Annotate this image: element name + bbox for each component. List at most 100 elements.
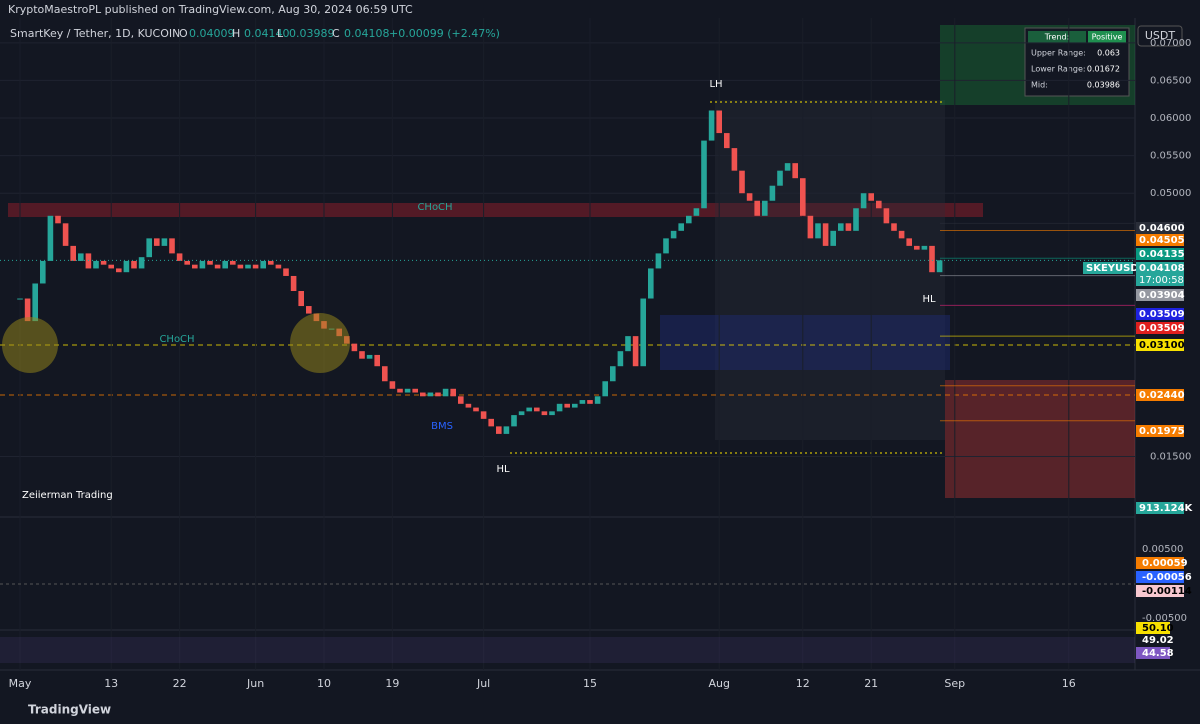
last-tag (1136, 262, 1184, 286)
macd-label: 0.00059 (1142, 558, 1188, 569)
candle (906, 238, 912, 246)
candle (625, 336, 631, 352)
table-label: Mid: (1031, 81, 1048, 90)
candle (359, 351, 365, 359)
candle (594, 396, 601, 404)
candle (176, 253, 183, 261)
x-tick-label: Sep (944, 677, 965, 690)
candle (412, 388, 418, 393)
candle (792, 163, 798, 179)
ohlc-item: O (179, 27, 188, 40)
candle (815, 223, 821, 239)
footer: TradingView (28, 703, 111, 717)
candle (868, 193, 874, 201)
table-value: 0.03986 (1087, 81, 1120, 90)
y-tick-label: 0.01500 (1150, 451, 1191, 462)
candle (564, 403, 570, 408)
x-tick-label: 13 (104, 677, 118, 690)
currency: USDT (1145, 29, 1176, 42)
candle (70, 245, 76, 261)
annotation: CHoCH (159, 334, 194, 345)
candle (306, 306, 312, 314)
candle (161, 238, 168, 246)
price-tag-label: 0.04505 (1139, 235, 1185, 246)
candle (100, 260, 107, 265)
candle (55, 215, 61, 224)
candle (397, 388, 403, 393)
candle (199, 260, 206, 269)
candle (17, 298, 23, 300)
price-tag (1136, 339, 1184, 351)
annotation: CHoCH (417, 202, 452, 213)
zone (8, 203, 983, 217)
candle (214, 264, 221, 269)
table-label: Lower Range: (1031, 65, 1086, 74)
candle (458, 396, 464, 404)
candle (678, 223, 684, 231)
candle (784, 163, 791, 171)
candle (587, 400, 593, 404)
candle (351, 343, 358, 352)
candle (898, 230, 905, 239)
ohlc-item: L (277, 27, 284, 40)
candle (579, 400, 586, 404)
macd-label: -0.00114 (1142, 586, 1192, 597)
table-value: 0.01672 (1087, 65, 1120, 74)
candle (154, 238, 160, 246)
candle (716, 110, 722, 134)
y-tick-label: 0.07000 (1150, 38, 1191, 49)
candle (670, 230, 677, 239)
candle (275, 264, 282, 269)
annotation: Zeiierman Trading (22, 490, 113, 501)
candle (891, 223, 897, 231)
countdown: 17:00:58 (1139, 275, 1184, 286)
candle (138, 257, 145, 269)
candle (389, 381, 396, 389)
candle (556, 403, 563, 412)
candle (93, 260, 99, 269)
candle (807, 215, 814, 239)
x-tick-label: 21 (864, 677, 878, 690)
candle (480, 411, 487, 419)
candle (686, 215, 692, 224)
zone (715, 100, 945, 440)
candle (283, 268, 289, 276)
x-tick-label: 19 (385, 677, 399, 690)
candle (853, 208, 859, 231)
candle (860, 193, 867, 209)
candle (298, 291, 304, 307)
candle (404, 388, 411, 393)
candle (693, 208, 700, 216)
rsi-tag (1136, 634, 1170, 646)
candle (442, 388, 449, 397)
ohlc-item: H (232, 27, 240, 40)
macd-label: 0.00500 (1142, 544, 1183, 555)
candle (769, 185, 776, 201)
candle (731, 148, 738, 171)
annotation: HL (496, 464, 510, 475)
rsi-label: 49.02 (1142, 635, 1174, 646)
currency-button[interactable] (1137, 25, 1183, 47)
symbol: SmartKey / Tether, 1D, KUCOIN (10, 27, 180, 40)
zone (660, 315, 950, 370)
candle (701, 140, 707, 209)
candle (511, 415, 517, 427)
candle (108, 264, 114, 269)
x-tick-label: Jun (246, 677, 264, 690)
annotation: BMS (431, 421, 453, 432)
rsi-label: 44.58 (1142, 648, 1174, 659)
candle (663, 238, 669, 254)
candle (762, 200, 768, 216)
candle (192, 264, 198, 269)
annotation: HL (922, 294, 936, 305)
x-tick-label: Jul (476, 677, 490, 690)
price-tag (1136, 222, 1184, 234)
candle (40, 260, 46, 284)
candle (708, 110, 715, 141)
price-tag-label: 0.02440 (1139, 390, 1185, 401)
candle (47, 215, 54, 261)
candle (123, 260, 130, 273)
candle (632, 336, 639, 367)
price-tag-label: 0.04600 (1139, 223, 1185, 234)
